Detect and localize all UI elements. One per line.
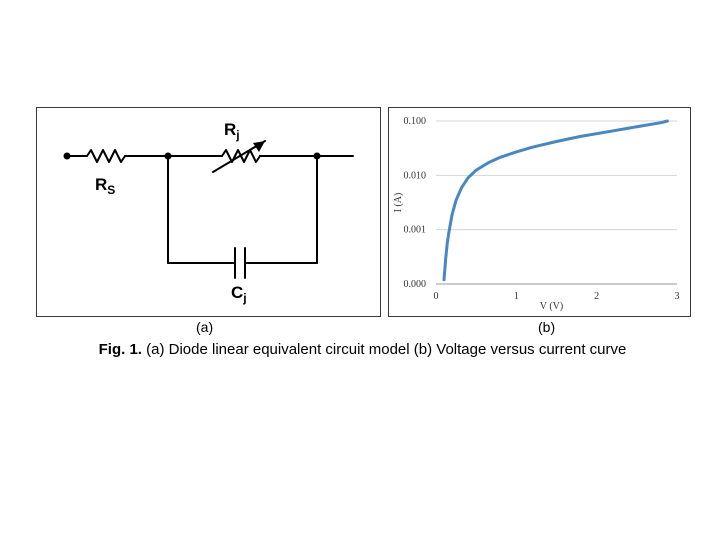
circuit-panel: RS Rj Cj [36, 107, 381, 317]
y-tick-label: 0.000 [404, 279, 427, 290]
arrowhead [253, 141, 265, 152]
x-tick-label: 3 [675, 291, 680, 302]
input-node [63, 152, 71, 160]
x-tick-label: 0 [434, 291, 439, 302]
rj-label: Rj [224, 120, 240, 142]
left-junction [164, 152, 172, 160]
x-tick-label: 2 [594, 291, 599, 302]
circuit-diagram: RS Rj Cj [63, 120, 354, 305]
rs-label: RS [95, 175, 115, 197]
caption-text: (a) Diode linear equivalent circuit mode… [141, 341, 627, 358]
subpanel-a-label: (a) [196, 319, 214, 335]
y-tick-label: 0.100 [404, 116, 427, 127]
y-tick-label: 0.010 [404, 170, 427, 181]
caption-prefix: Fig. 1. [98, 341, 142, 358]
y-axis-title: I (A) [393, 193, 404, 213]
cj-label: Cj [231, 283, 247, 305]
x-tick-label: 1 [514, 291, 519, 302]
chart-panel: 0.000 0.001 0.010 0.100 0 1 2 3 V (V) I (A) [388, 107, 691, 317]
resistor-rs [86, 149, 126, 163]
iv-curve-line [442, 119, 669, 282]
figure-caption: Fig. 1. (a) Diode linear equivalent circ… [0, 341, 725, 358]
subpanel-b-label: (b) [538, 319, 556, 335]
right-junction [313, 152, 321, 160]
x-axis-title: V (V) [540, 301, 563, 312]
y-tick-label: 0.001 [404, 225, 427, 236]
iv-chart: 0.000 0.001 0.010 0.100 0 1 2 3 V (V) I (A) [393, 116, 680, 312]
